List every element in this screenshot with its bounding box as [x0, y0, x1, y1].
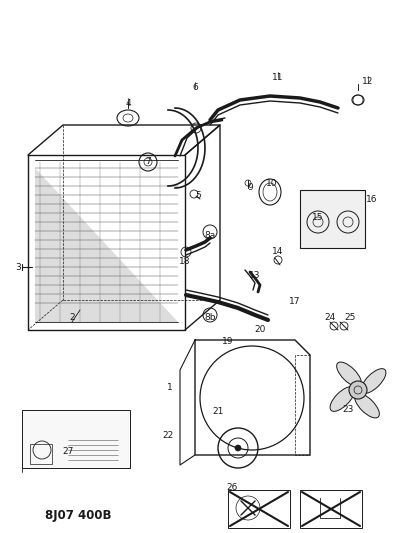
Text: 11: 11	[272, 74, 284, 83]
Text: 2: 2	[69, 313, 75, 322]
Text: 14: 14	[272, 247, 284, 256]
Ellipse shape	[337, 362, 361, 387]
Circle shape	[349, 381, 367, 399]
Text: 26: 26	[226, 483, 238, 492]
Text: 25: 25	[344, 313, 356, 322]
Polygon shape	[35, 168, 178, 322]
Text: 23: 23	[342, 406, 354, 415]
Text: 21: 21	[212, 408, 224, 416]
Text: 27: 27	[62, 448, 74, 456]
Text: 3: 3	[15, 263, 21, 272]
Text: 15: 15	[312, 214, 324, 222]
FancyBboxPatch shape	[22, 410, 130, 468]
Text: 24: 24	[324, 313, 336, 322]
Text: 1: 1	[167, 384, 173, 392]
Ellipse shape	[330, 386, 355, 411]
Text: 6: 6	[192, 84, 198, 93]
Text: 8b: 8b	[204, 313, 216, 322]
Text: 8a: 8a	[204, 230, 216, 239]
Text: 20: 20	[254, 326, 266, 335]
Text: 9: 9	[247, 183, 253, 192]
Text: 5: 5	[195, 190, 201, 199]
Text: 22: 22	[162, 431, 174, 440]
Text: 12: 12	[362, 77, 374, 86]
Text: 4: 4	[125, 99, 131, 108]
Text: 17: 17	[289, 297, 301, 306]
Text: 13: 13	[249, 271, 261, 279]
Ellipse shape	[355, 393, 380, 418]
Circle shape	[235, 445, 241, 451]
Text: 10: 10	[266, 179, 278, 188]
Text: 8J07 400B: 8J07 400B	[45, 508, 112, 521]
Text: 7: 7	[145, 157, 151, 166]
Ellipse shape	[361, 369, 386, 393]
Text: 19: 19	[222, 337, 234, 346]
Text: 18: 18	[179, 257, 191, 266]
Text: 16: 16	[366, 196, 378, 205]
FancyBboxPatch shape	[300, 190, 365, 248]
